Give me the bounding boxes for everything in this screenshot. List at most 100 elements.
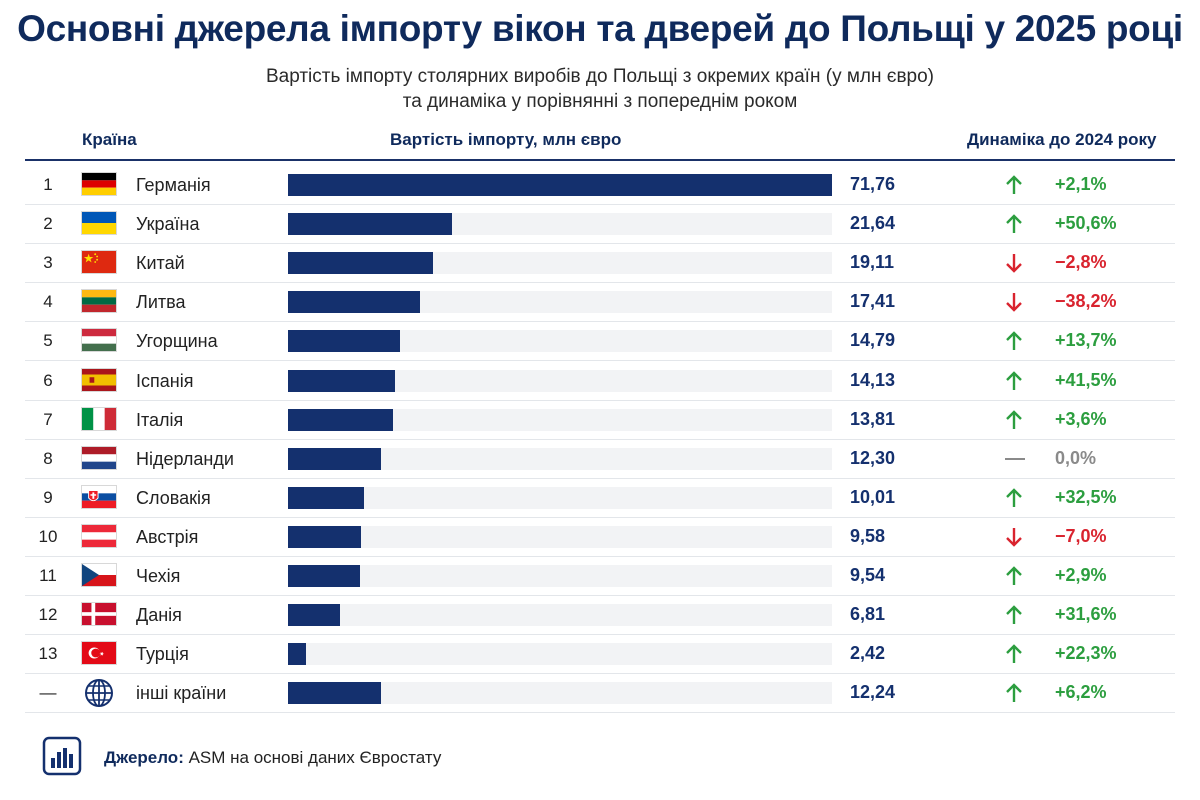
source-note: Джерело: ASM на основі даних Євростату	[104, 748, 441, 768]
country-name: Італія	[136, 409, 184, 430]
arrow-up-icon	[1006, 214, 1022, 234]
flag-ua-icon	[81, 211, 117, 236]
value-label: 2,42	[850, 643, 886, 664]
value-label: 14,13	[850, 369, 896, 390]
bar-track	[288, 252, 832, 275]
arrow-up-icon	[1006, 644, 1022, 664]
change-label: +2,1%	[1055, 174, 1107, 194]
country-name: Чехія	[136, 566, 181, 586]
table-row: 5 Угорщина 14,79 +13,7%	[25, 321, 1175, 362]
table-row: 10 Австрія 9,58 −7,0%	[25, 517, 1175, 557]
arrow-down-icon	[1006, 293, 1022, 312]
country-name: Україна	[136, 214, 200, 235]
rank-label: —	[39, 683, 57, 703]
arrow-down-icon	[1006, 254, 1022, 273]
subtitle-line-1: Вартість імпорту столярних виробів до По…	[265, 66, 935, 87]
change-label: 0,0%	[1055, 447, 1097, 468]
country-name: Іспанія	[136, 370, 194, 391]
table-row: 2 Україна 21,64 +50,6%	[25, 204, 1175, 245]
flag-nl-icon	[81, 445, 117, 470]
change-label: +31,6%	[1055, 604, 1117, 625]
flag-tr-icon	[81, 641, 117, 666]
value-label: 9,58	[850, 525, 886, 546]
flag-it-icon	[81, 406, 117, 431]
rank-label: 10	[38, 526, 58, 546]
rank-label: 1	[43, 175, 53, 194]
bar-sk	[288, 486, 364, 509]
country-name: Германія	[136, 175, 211, 195]
table-row: 1 Германія 71,76 +2,1%	[25, 165, 1175, 205]
change-label: +41,5%	[1055, 369, 1117, 390]
bar-tr	[288, 643, 306, 666]
arrow-up-icon	[1006, 488, 1022, 507]
country-name: Литва	[136, 292, 186, 313]
change-label: −2,8%	[1055, 252, 1107, 273]
rank-label: 12	[38, 605, 58, 625]
country-name: Китай	[136, 253, 185, 274]
country-name: інші країни	[136, 683, 227, 704]
country-name: Угорщина	[136, 331, 218, 352]
bar-nl	[288, 447, 381, 470]
country-name: Словакія	[136, 487, 211, 508]
bar-track	[288, 174, 832, 196]
rank-label: 6	[43, 370, 53, 390]
flag-hu-icon	[81, 328, 117, 353]
arrow-up-icon	[1006, 331, 1022, 351]
country-name: Данія	[136, 605, 182, 626]
bar-track	[288, 682, 832, 705]
flag-sk-icon	[81, 484, 117, 509]
chart-subtitle: Вартість імпорту столярних виробів до По…	[0, 64, 1200, 114]
change-label: −7,0%	[1055, 525, 1107, 546]
value-label: 12,24	[850, 682, 896, 703]
change-label: +22,3%	[1055, 643, 1117, 664]
rank-label: 2	[43, 214, 53, 234]
flag-es-icon	[81, 367, 117, 392]
rank-label: 7	[43, 409, 53, 429]
bar-ua	[288, 213, 452, 236]
table-row: 12 Данія 6,81 +31,6%	[25, 595, 1175, 636]
value-label: 13,81	[850, 408, 896, 429]
change-label: +6,2%	[1055, 682, 1107, 703]
flag-dk-icon	[81, 602, 117, 627]
bar-track	[288, 291, 832, 314]
value-label: 10,01	[850, 486, 896, 507]
chart-title: Основні джерела імпорту вікон та дверей …	[17, 8, 1183, 49]
subtitle-line-2: та динаміка у порівнянні з попереднім ро…	[402, 91, 798, 112]
column-header-country: Країна	[82, 130, 137, 149]
rank-label: 11	[39, 566, 57, 585]
table-row: 3 Китай 19,11 −2,8%	[25, 243, 1175, 284]
arrow-up-icon	[1006, 175, 1022, 194]
rank-label: 3	[43, 253, 53, 273]
value-label: 14,79	[850, 330, 896, 351]
table-row: 9 Словакія 10,01 +32,5%	[25, 478, 1175, 518]
bar-globe	[288, 682, 381, 705]
value-label: 17,41	[850, 291, 896, 312]
country-name: Турція	[136, 644, 189, 665]
bar-track	[288, 369, 832, 392]
table-row: 7 Італія 13,81 +3,6%	[25, 400, 1175, 440]
value-label: 9,54	[850, 565, 886, 585]
value-label: 21,64	[850, 213, 896, 234]
table-row: 4 Литва 17,41 −38,2%	[25, 282, 1175, 323]
flag-cz-icon	[81, 563, 117, 587]
change-label: −38,2%	[1055, 291, 1117, 312]
bar-de	[288, 174, 832, 196]
flag-lt-icon	[81, 289, 117, 314]
arrow-down-icon	[1006, 527, 1022, 547]
bar-es	[288, 369, 395, 392]
bar-track	[288, 643, 832, 666]
table-row: 11 Чехія 9,54 +2,9%	[25, 556, 1175, 596]
bar-track	[288, 213, 832, 236]
flag-cn-icon	[81, 250, 117, 275]
bar-it	[288, 408, 393, 431]
value-label: 6,81	[850, 604, 886, 625]
header-divider	[25, 159, 1175, 161]
bar-track	[288, 565, 832, 587]
change-label: +3,6%	[1055, 408, 1107, 429]
bar-track	[288, 330, 832, 353]
value-label: 71,76	[850, 174, 896, 194]
bar-hu	[288, 330, 400, 353]
globe-icon	[85, 679, 113, 708]
change-label: +13,7%	[1055, 330, 1117, 351]
bar-track	[288, 525, 832, 548]
